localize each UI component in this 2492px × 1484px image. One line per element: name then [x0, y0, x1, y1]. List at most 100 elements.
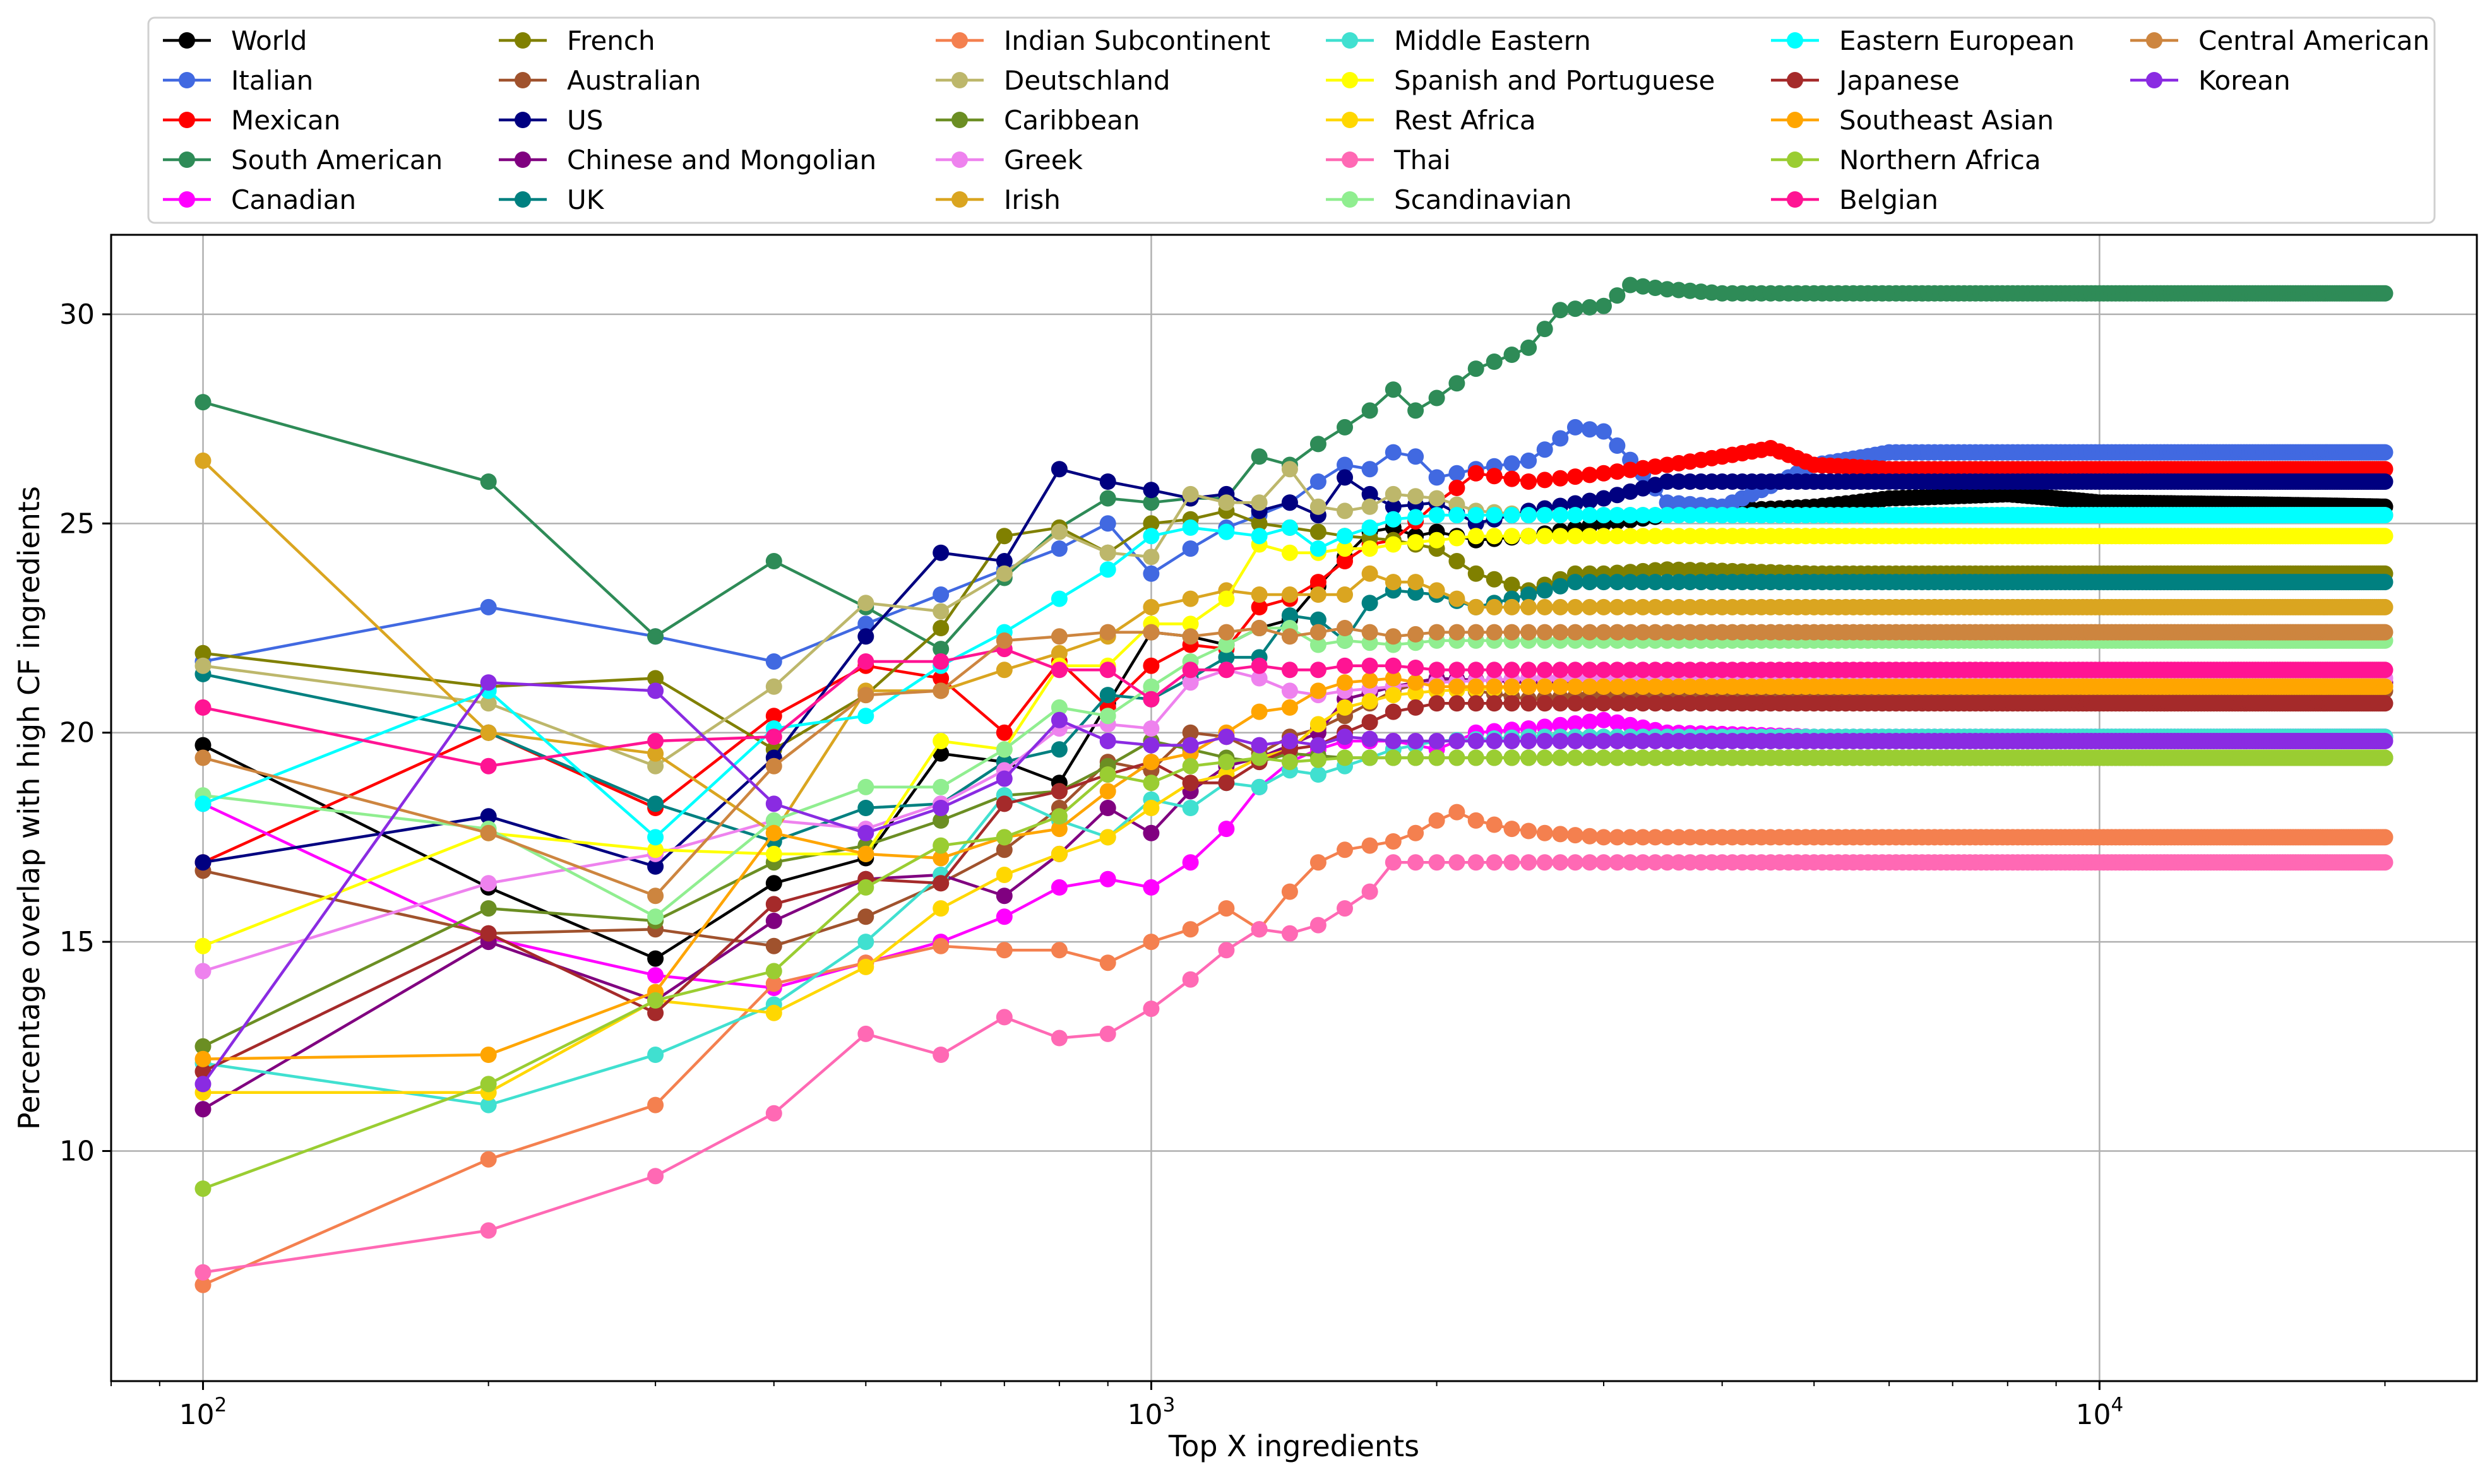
data-point [1428, 469, 1445, 486]
data-point-dense [1361, 693, 1378, 709]
data-point-dense [1536, 507, 1553, 524]
data-point [1385, 381, 1402, 398]
data-point [933, 670, 950, 687]
data-point [1309, 716, 1326, 733]
data-point [933, 653, 950, 670]
data-point [765, 845, 782, 862]
data-point [1281, 586, 1298, 603]
data-point-dense [1609, 487, 1626, 504]
data-point [857, 1025, 874, 1042]
data-point-dense [1467, 695, 1484, 712]
data-point [1051, 644, 1068, 662]
data-point [194, 1276, 212, 1293]
data-point-dense [1503, 854, 1520, 871]
data-point-dense [1503, 598, 1520, 615]
legend-item: Southeast Asian [1771, 105, 2054, 136]
data-point-dense [1448, 465, 1465, 482]
data-point [765, 896, 782, 913]
data-point [1407, 402, 1424, 419]
legend-item: Spanish and Portuguese [1326, 65, 1715, 96]
data-point [1099, 662, 1116, 679]
data-point [1385, 511, 1402, 528]
data-point [1218, 754, 1235, 771]
data-point [1520, 473, 1537, 490]
legend-label: Scandinavian [1394, 184, 1572, 215]
data-point [996, 887, 1013, 905]
data-point-dense [1635, 460, 1652, 477]
data-point [1182, 590, 1199, 607]
data-point [1536, 824, 1553, 841]
legend-item: Korean [2130, 65, 2291, 96]
data-point [480, 598, 497, 615]
data-point [1520, 507, 1537, 524]
legend-marker [1787, 151, 1803, 168]
data-point [1182, 800, 1199, 816]
data-point [1309, 662, 1326, 679]
legend-item: Rest Africa [1326, 105, 1536, 136]
legend-label: Northern Africa [1839, 145, 2041, 175]
data-point [1182, 519, 1199, 536]
data-point-dense [1552, 598, 1569, 615]
data-point [647, 745, 664, 762]
data-point-dense [1609, 287, 1626, 304]
series-line [202, 756, 2385, 1190]
data-point [2376, 528, 2394, 545]
data-point-dense [1552, 749, 1569, 766]
data-point [1337, 749, 1353, 766]
data-point-dense [1567, 468, 1583, 485]
data-point-dense [1486, 507, 1503, 524]
data-point [996, 829, 1013, 846]
data-point [480, 473, 497, 490]
series-line [203, 860, 2385, 1274]
data-point-dense [1635, 574, 1652, 591]
legend-label: Belgian [1839, 184, 1938, 215]
data-point [1467, 465, 1484, 482]
data-point-dense [1448, 590, 1465, 607]
legend-box [147, 16, 2436, 224]
data-point [933, 620, 950, 636]
data-point [480, 1096, 497, 1113]
legend-item: French [499, 25, 655, 56]
data-point [647, 628, 664, 645]
data-point-dense [1486, 749, 1503, 766]
data-point [1143, 598, 1160, 615]
data-point [647, 757, 664, 775]
legend-marker [179, 32, 195, 49]
data-point [194, 394, 212, 411]
data-point [1361, 837, 1378, 854]
data-point-dense [1567, 827, 1583, 844]
data-point [194, 644, 212, 662]
data-point [480, 724, 497, 741]
data-point-dense [1581, 574, 1598, 591]
data-point [1309, 682, 1326, 699]
data-point [647, 992, 664, 1009]
data-point [480, 925, 497, 942]
data-point-dense [1448, 749, 1465, 766]
data-point-dense [1486, 695, 1503, 712]
data-point [1428, 695, 1445, 712]
data-point-dense [1647, 829, 1664, 846]
legend-item: South American [163, 145, 443, 175]
data-point-dense [1609, 528, 1626, 545]
data-point [1309, 766, 1326, 783]
data-point [1251, 528, 1268, 545]
data-point [1467, 360, 1484, 377]
data-point [1143, 824, 1160, 841]
legend-marker [179, 72, 195, 88]
data-point-dense [1520, 822, 1537, 840]
data-point-dense [1448, 678, 1465, 695]
data-point [1051, 523, 1068, 540]
data-point [857, 778, 874, 795]
data-point [1281, 699, 1298, 716]
data-point [1251, 448, 1268, 465]
data-point [1428, 812, 1445, 829]
data-point [1595, 598, 1612, 615]
data-point [1251, 703, 1268, 720]
data-point [1552, 302, 1569, 319]
data-point-dense [1467, 678, 1484, 695]
data-point-dense [1659, 574, 1676, 591]
data-point [933, 937, 950, 954]
data-point [1595, 465, 1612, 482]
data-point [1309, 574, 1326, 591]
data-point [996, 741, 1013, 758]
